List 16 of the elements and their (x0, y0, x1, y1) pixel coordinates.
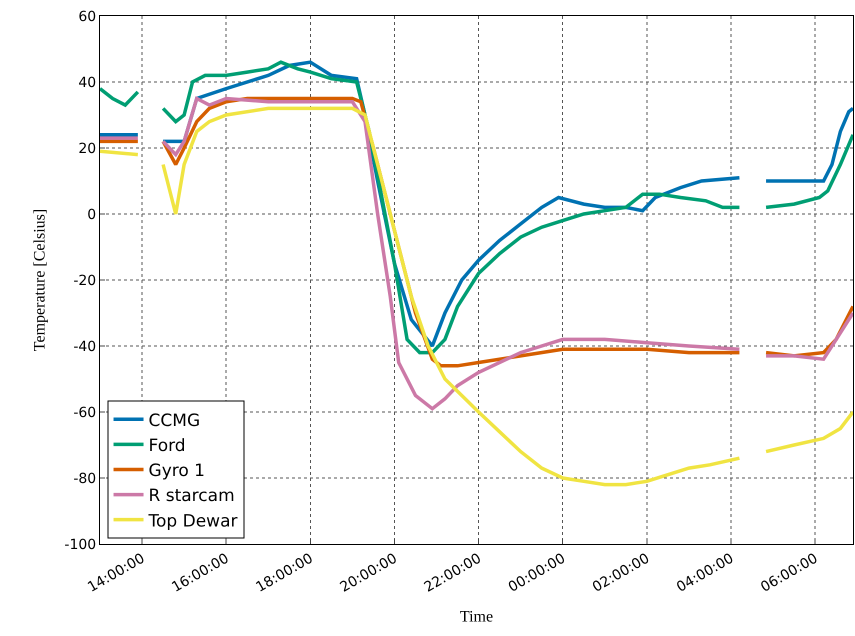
legend-label: CCMG (148, 410, 200, 431)
y-tick-label: -100 (64, 536, 96, 553)
legend-label: Ford (148, 436, 186, 456)
y-tick-label: -60 (73, 404, 96, 421)
y-tick-label: 60 (78, 8, 96, 25)
y-tick-label: -80 (73, 470, 96, 487)
y-tick-label: -20 (73, 272, 96, 289)
y-tick-label: 40 (78, 74, 96, 91)
legend-label: Gyro 1 (148, 461, 206, 482)
legend-label: R starcam (148, 486, 235, 506)
y-axis-title: Temperature [Celsius] (31, 208, 48, 352)
y-tick-label: 0 (87, 206, 96, 223)
legend-label: Top Dewar (148, 511, 238, 532)
y-tick-label: -40 (73, 338, 96, 355)
y-tick-label: 20 (78, 140, 96, 157)
x-axis-title: Time (460, 608, 494, 626)
